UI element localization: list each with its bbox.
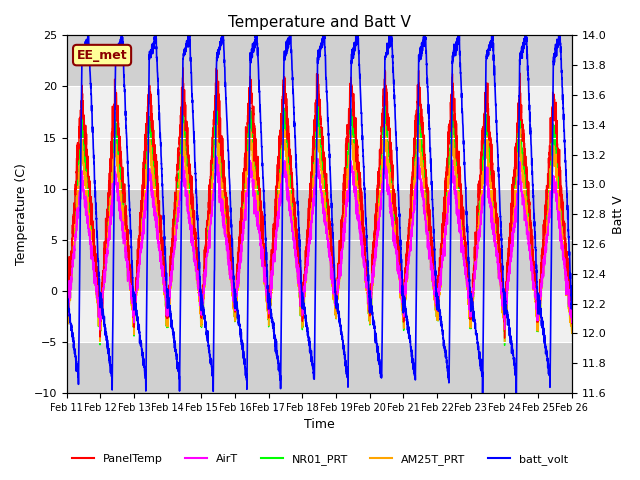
NR01_PRT xyxy=(154,204,161,209)
PanelTemp xyxy=(179,65,187,71)
AM25T_PRT xyxy=(179,120,187,126)
batt_volt xyxy=(461,168,468,174)
NR01_PRT xyxy=(300,297,308,303)
AM25T_PRT xyxy=(433,302,440,308)
AM25T_PRT xyxy=(404,265,412,271)
batt_volt xyxy=(568,306,575,312)
batt_volt xyxy=(154,70,161,75)
Line: batt_volt: batt_volt xyxy=(67,30,572,396)
PanelTemp xyxy=(63,320,70,326)
Y-axis label: Batt V: Batt V xyxy=(612,195,625,234)
PanelTemp xyxy=(433,288,440,293)
Bar xyxy=(67,291,572,342)
AirT xyxy=(404,255,412,261)
Line: AM25T_PRT: AM25T_PRT xyxy=(67,123,572,343)
batt_volt xyxy=(152,27,160,33)
batt_volt xyxy=(568,286,576,291)
AM25T_PRT xyxy=(500,340,508,346)
Text: EE_met: EE_met xyxy=(77,48,127,61)
AM25T_PRT xyxy=(63,330,70,336)
batt_volt xyxy=(404,329,412,335)
Line: NR01_PRT: NR01_PRT xyxy=(67,101,572,346)
NR01_PRT xyxy=(179,98,187,104)
PanelTemp xyxy=(500,335,508,341)
AirT xyxy=(154,223,161,229)
AirT xyxy=(568,308,576,314)
AM25T_PRT xyxy=(300,299,308,304)
batt_volt xyxy=(479,393,486,399)
AM25T_PRT xyxy=(461,270,468,276)
Bar xyxy=(67,86,572,189)
PanelTemp xyxy=(568,302,576,308)
batt_volt xyxy=(63,288,70,294)
AM25T_PRT xyxy=(154,216,161,221)
Bar xyxy=(67,342,572,393)
AM25T_PRT xyxy=(568,316,576,322)
NR01_PRT xyxy=(500,343,508,348)
AirT xyxy=(96,327,104,333)
NR01_PRT xyxy=(568,314,576,320)
PanelTemp xyxy=(568,302,575,308)
AirT xyxy=(433,288,440,294)
Bar xyxy=(67,189,572,291)
NR01_PRT xyxy=(568,314,575,320)
Y-axis label: Temperature (C): Temperature (C) xyxy=(15,163,28,265)
PanelTemp xyxy=(404,245,412,251)
X-axis label: Time: Time xyxy=(304,419,335,432)
PanelTemp xyxy=(154,181,161,187)
NR01_PRT xyxy=(461,265,468,271)
NR01_PRT xyxy=(433,300,440,305)
batt_volt xyxy=(300,305,308,311)
AirT xyxy=(63,320,70,325)
NR01_PRT xyxy=(63,330,70,336)
Legend: PanelTemp, AirT, NR01_PRT, AM25T_PRT, batt_volt: PanelTemp, AirT, NR01_PRT, AM25T_PRT, ba… xyxy=(68,450,572,469)
Title: Temperature and Batt V: Temperature and Batt V xyxy=(228,15,411,30)
Line: AirT: AirT xyxy=(67,156,572,330)
Line: PanelTemp: PanelTemp xyxy=(67,68,572,338)
PanelTemp xyxy=(300,286,308,291)
AirT xyxy=(300,283,308,289)
AirT xyxy=(568,309,575,314)
AM25T_PRT xyxy=(568,316,575,322)
PanelTemp xyxy=(461,250,468,256)
NR01_PRT xyxy=(404,260,412,266)
AirT xyxy=(461,261,468,267)
batt_volt xyxy=(433,284,440,289)
AirT xyxy=(212,153,220,159)
Bar xyxy=(67,36,572,86)
